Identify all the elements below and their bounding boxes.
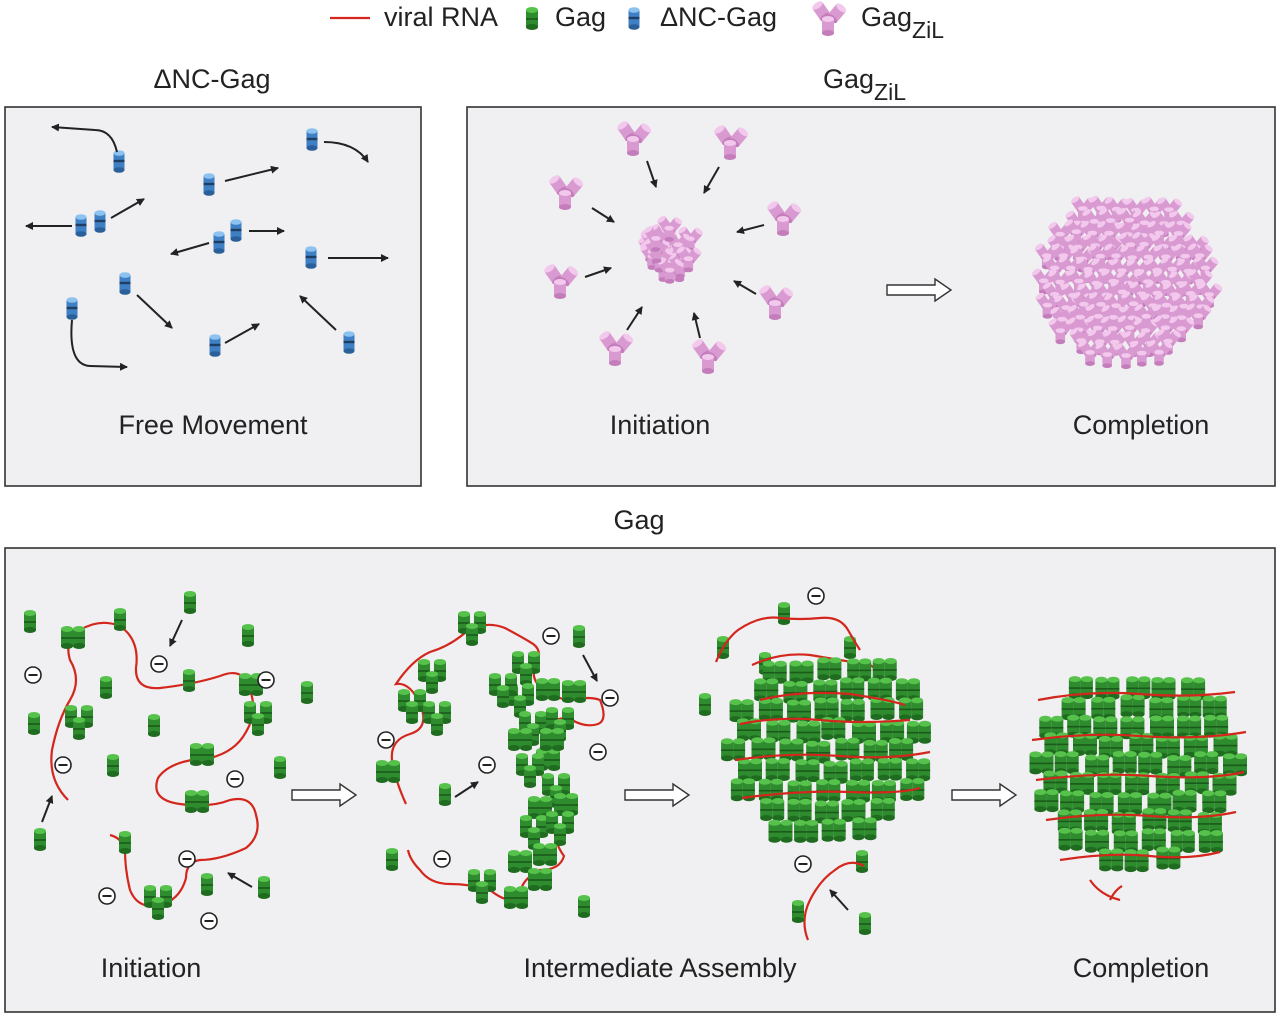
- zil-panel-title: GagZiL: [823, 64, 906, 105]
- gag-intermediate-b-extras: [698, 587, 872, 936]
- gag-intermediate-b-particles: [721, 657, 931, 843]
- gag-intermediate-a-extras: [377, 624, 619, 919]
- gag-stage-completion: Completion: [1073, 953, 1210, 983]
- gag-panel-title: Gag: [613, 505, 664, 535]
- dnc-movement-arrows: [25, 123, 389, 371]
- dnc-stage-label: Free Movement: [118, 410, 308, 440]
- gag-monomer-icon: [525, 6, 539, 31]
- gag-completed-particle: [1030, 676, 1248, 902]
- gag-zil-trimer-icon: [811, 0, 848, 36]
- gag-stage-intermediate: Intermediate Assembly: [523, 953, 797, 983]
- legend-rna-label: viral RNA: [384, 2, 498, 32]
- legend-gag-label: Gag: [555, 2, 606, 32]
- dnc-gag-monomer-icon: [627, 5, 641, 31]
- zil-initiation-arrows: [584, 160, 765, 339]
- legend-zil-label: GagZiL: [861, 2, 944, 43]
- gag-stage-initiation: Initiation: [101, 953, 202, 983]
- legend: viral RNA Gag ΔNC-Gag GagZiL: [330, 0, 944, 43]
- zil-stage-initiation: Initiation: [610, 410, 711, 440]
- legend-dnc-label: ΔNC-Gag: [660, 2, 777, 32]
- dnc-panel-title: ΔNC-Gag: [153, 64, 270, 94]
- zil-stage-completion: Completion: [1073, 410, 1210, 440]
- dnc-panel: [4, 106, 422, 487]
- gag-initiation-stage: [23, 590, 314, 930]
